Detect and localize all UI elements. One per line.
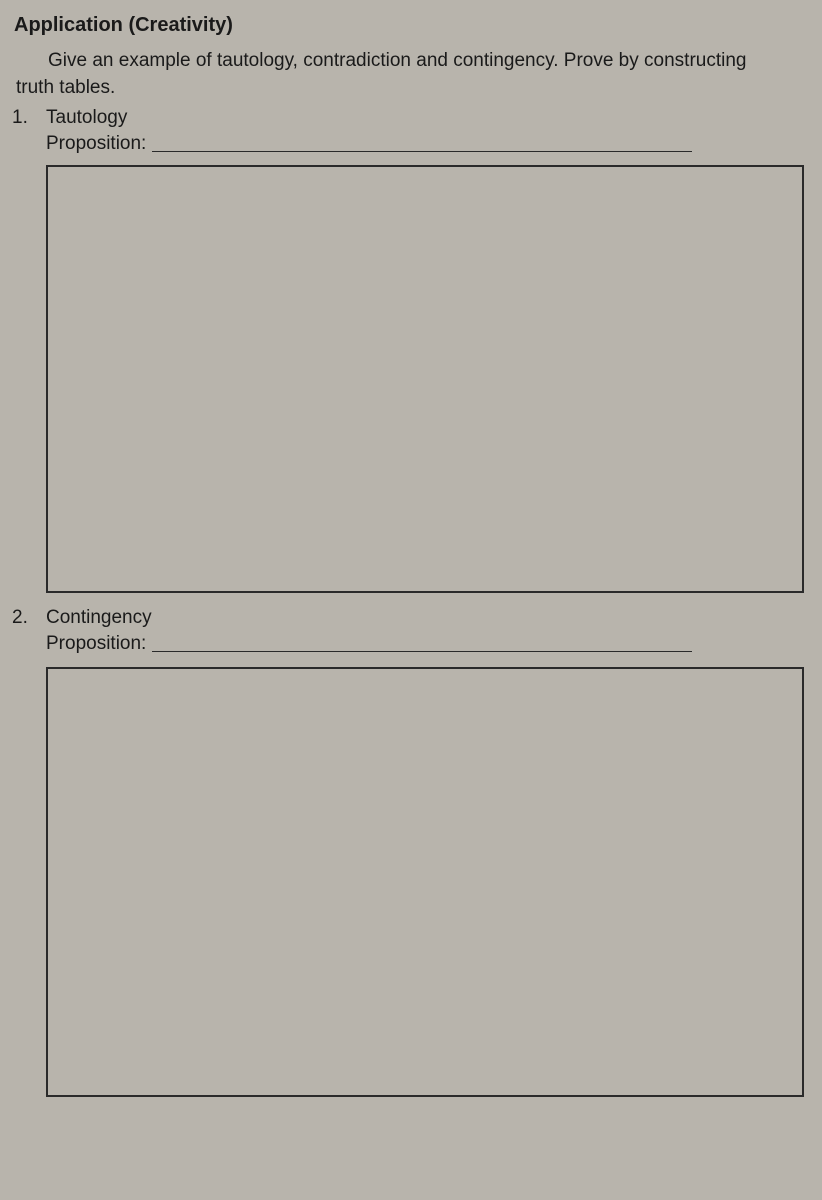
item-number: 1. <box>8 107 46 129</box>
section-title: Application (Creativity) <box>14 14 810 37</box>
proposition-label: Proposition: <box>46 633 146 655</box>
item-name: Tautology <box>46 107 810 129</box>
instructions-line-2: truth tables. <box>16 77 810 99</box>
proposition-blank-line[interactable] <box>152 651 692 652</box>
proposition-blank-line[interactable] <box>152 151 692 152</box>
item-1: 1. Tautology Proposition: <box>8 107 810 593</box>
work-box[interactable] <box>46 667 804 1097</box>
instructions-line-1: Give an example of tautology, contradict… <box>48 47 806 75</box>
proposition-label: Proposition: <box>46 133 146 155</box>
item-2: 2. Contingency Proposition: <box>8 607 810 1097</box>
item-number: 2. <box>8 607 46 629</box>
work-box[interactable] <box>46 165 804 593</box>
item-name: Contingency <box>46 607 810 629</box>
